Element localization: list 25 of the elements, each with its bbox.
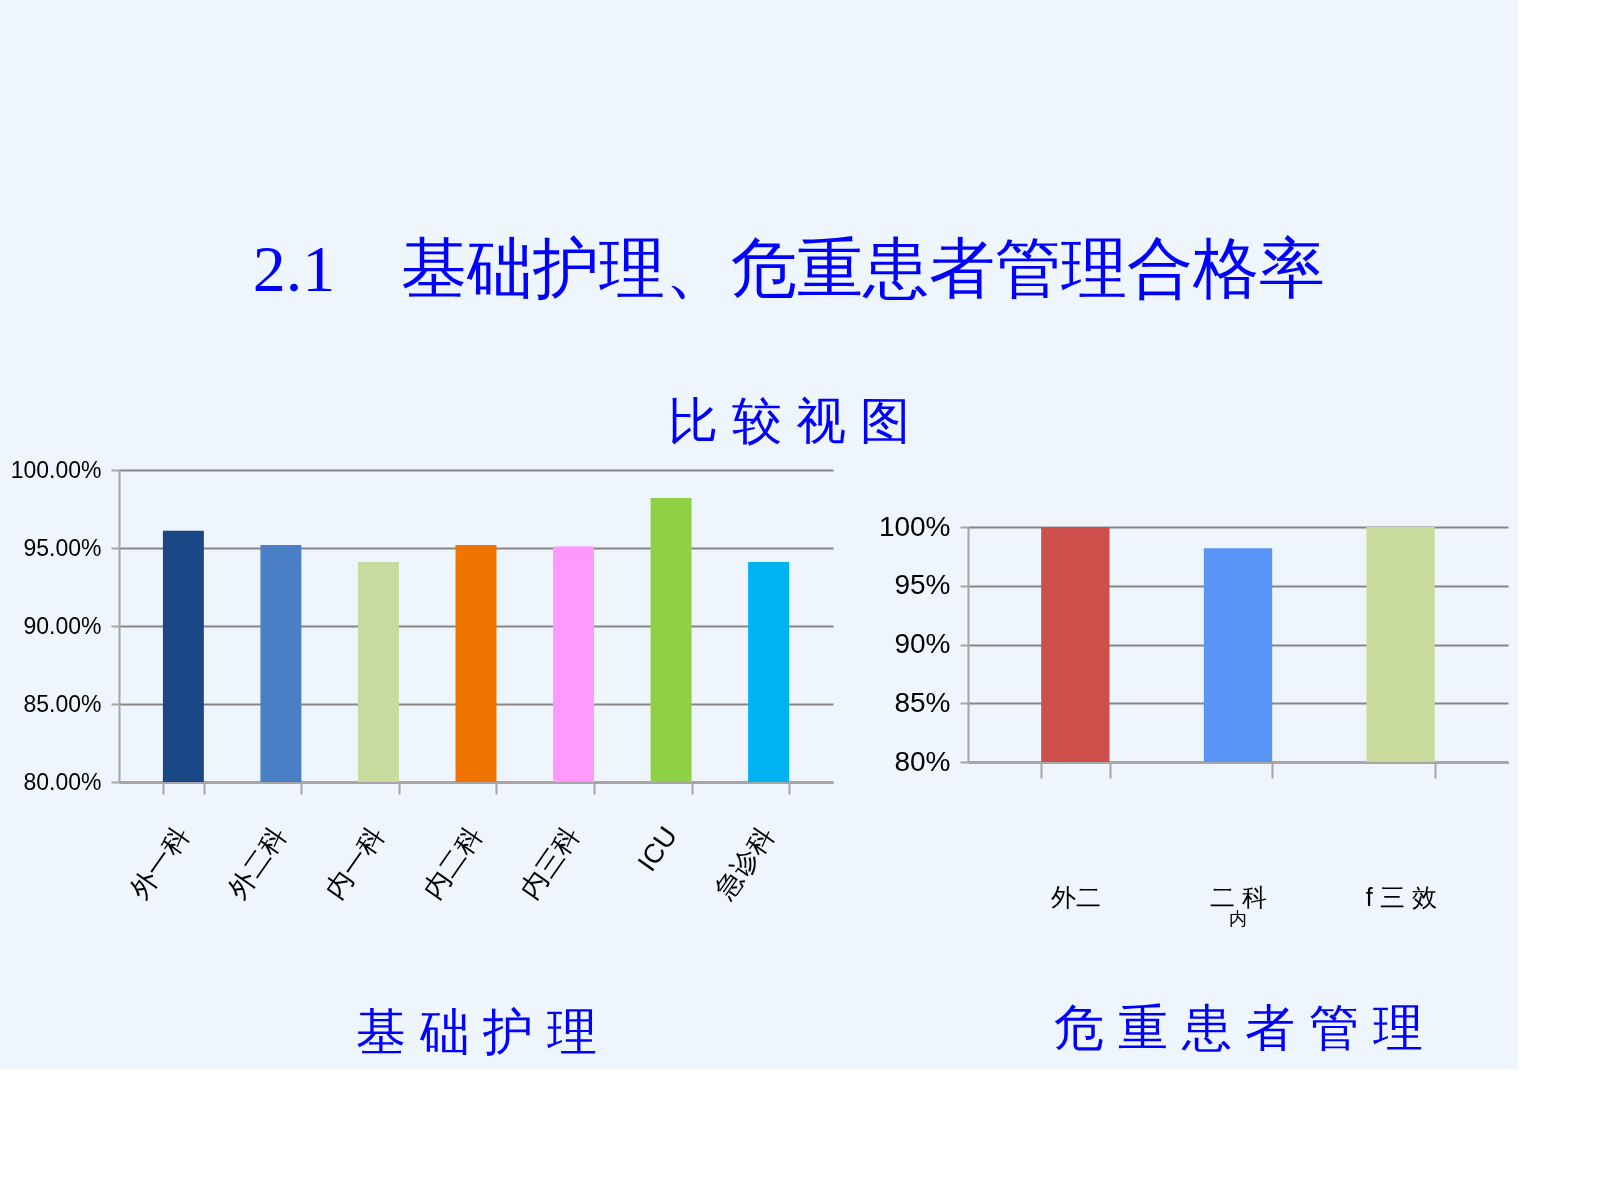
x-tick-label: 内二科 [416, 821, 488, 905]
x-tick-label: 二 科 [1210, 882, 1267, 911]
y-tick-label: 95% [894, 569, 951, 601]
y-tick-label: 85% [894, 686, 951, 718]
y-tick-label: 80.00% [23, 768, 102, 795]
y-tick-label: 80% [894, 745, 951, 777]
y-tick-label: 90.00% [23, 612, 102, 639]
chart-subtitle: 比 较 视 图 [668, 393, 910, 449]
chart-title: 2.1 基础护理、危重患者管理合格率 [252, 232, 1326, 305]
x-tick-label: f 三 效 [1365, 882, 1437, 911]
x-tick-label: 内一科 [319, 821, 391, 905]
x-tick-label: 外一科 [124, 821, 196, 905]
x-axis-title: 危 重 患 者 管 理 [1053, 999, 1424, 1056]
x-tick-label: 外二 [1050, 882, 1101, 911]
text: 内 [1229, 909, 1247, 929]
y-tick-label: 90% [894, 628, 951, 659]
x-tick-label: 外二科 [221, 821, 293, 905]
y-tick-label: 85.00% [23, 690, 102, 717]
x-axis-title: 基 础 护 理 [355, 1004, 598, 1061]
y-tick-label: 95.00% [23, 534, 102, 561]
y-tick-label: 100% [878, 510, 951, 542]
x-tick-label: 内三科 [514, 821, 586, 905]
x-tick-label: ICU [631, 821, 684, 877]
x-tick-label: 急诊科 [708, 821, 781, 906]
y-tick-label: 100.00% [10, 456, 102, 483]
